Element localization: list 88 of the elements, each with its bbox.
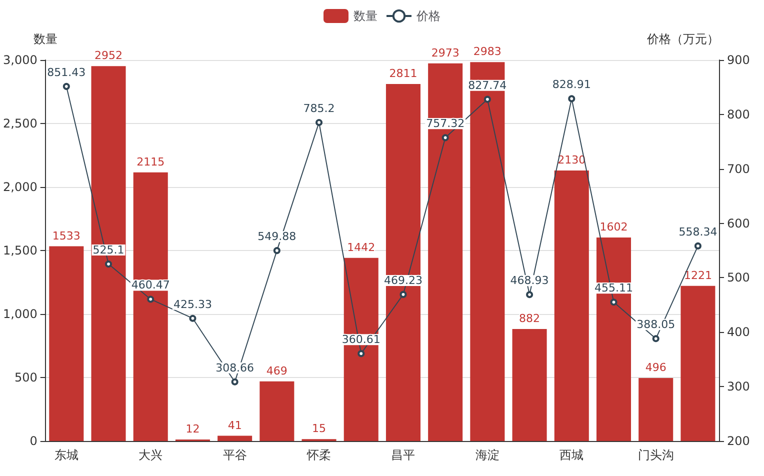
point — [273, 247, 280, 254]
x-tick-label: 西城 — [560, 448, 584, 462]
data-label: 2983 — [473, 45, 502, 58]
data-label: 2952 — [94, 49, 123, 62]
data-label: 468.93 — [510, 274, 549, 288]
data-label: 15 — [312, 422, 326, 436]
data-label: 308.66 — [216, 361, 254, 374]
y2-tick-label: 500 — [727, 270, 750, 285]
x-tick-label: 门头沟 — [638, 448, 674, 462]
y2-axis-title: 价格（万元） — [646, 32, 719, 46]
x-tick-label: 平谷 — [222, 448, 247, 462]
bar — [470, 62, 505, 441]
point — [610, 298, 618, 306]
data-label: 851.43 — [47, 66, 86, 79]
data-label: 425.33 — [173, 298, 212, 311]
bar — [133, 172, 168, 441]
y2-tick-label: 300 — [727, 380, 750, 394]
point — [189, 314, 196, 322]
data-label: 2115 — [136, 155, 165, 168]
data-label: 828.91 — [552, 78, 591, 92]
y-tick-label: 3,000 — [2, 53, 38, 67]
bar — [554, 170, 589, 441]
data-label: 460.47 — [131, 278, 170, 292]
point — [400, 290, 407, 298]
data-label: 558.34 — [678, 225, 718, 238]
bar — [512, 328, 547, 441]
point — [484, 96, 491, 103]
data-label: 1221 — [684, 268, 712, 282]
y-tick-label: 1,000 — [2, 307, 38, 321]
point — [568, 95, 576, 102]
x-tick-label: 昌平 — [391, 448, 416, 462]
point — [694, 242, 702, 250]
point — [442, 134, 449, 142]
data-label: 469.23 — [384, 274, 422, 287]
data-label: 12 — [186, 422, 200, 436]
y2-tick-label: 900 — [727, 53, 750, 67]
legend-label: 数量 — [354, 9, 378, 23]
data-label: 1442 — [347, 240, 376, 254]
bar — [680, 286, 716, 441]
bar — [260, 381, 294, 441]
y-tick-label: 2,500 — [2, 116, 38, 130]
point — [652, 335, 660, 342]
y2-tick-label: 600 — [727, 216, 750, 230]
point — [105, 260, 112, 268]
y-axis-title: 数量 — [33, 32, 58, 46]
bar — [638, 378, 674, 441]
point — [231, 378, 238, 386]
y-tick-label: 500 — [14, 370, 38, 384]
data-label: 525.1 — [92, 244, 124, 257]
bar — [344, 258, 378, 441]
data-label: 827.74 — [468, 78, 507, 92]
y-tick-label: 0 — [30, 434, 38, 448]
bar — [218, 436, 252, 441]
bar — [91, 66, 126, 441]
y-tick-label: 1,500 — [2, 244, 38, 258]
data-label: 1533 — [52, 229, 80, 242]
point — [526, 291, 534, 298]
y2-tick-label: 400 — [727, 325, 750, 340]
x-tick-label: 怀柔 — [306, 448, 332, 462]
point — [358, 350, 365, 358]
data-label: 469 — [266, 364, 288, 378]
data-label: 388.05 — [636, 318, 676, 332]
bar — [49, 246, 84, 441]
data-label: 785.2 — [303, 102, 335, 115]
data-label: 41 — [228, 418, 242, 432]
bar — [596, 238, 632, 441]
data-label: 496 — [645, 361, 666, 374]
y2-tick-label: 700 — [727, 162, 750, 176]
point — [62, 82, 70, 90]
point — [316, 118, 323, 126]
data-label: 2973 — [431, 46, 460, 60]
data-label: 549.88 — [258, 230, 296, 244]
point — [147, 296, 154, 303]
y-tick-label: 2,000 — [2, 180, 38, 194]
data-label: 882 — [519, 312, 540, 325]
data-label: 2811 — [389, 67, 418, 80]
bar — [428, 63, 463, 441]
y2-tick-label: 800 — [727, 107, 750, 122]
y2-tick-label: 200 — [727, 434, 750, 448]
data-label: 1602 — [600, 220, 628, 234]
x-tick-label: 东城 — [54, 448, 78, 462]
data-label: 455.11 — [594, 282, 633, 295]
data-label: 757.32 — [426, 117, 465, 130]
data-label: 360.61 — [342, 333, 380, 346]
legend-label: 价格 — [416, 9, 440, 23]
x-tick-label: 海淀 — [475, 448, 500, 462]
x-tick-label: 大兴 — [138, 448, 163, 462]
bar — [386, 84, 420, 441]
